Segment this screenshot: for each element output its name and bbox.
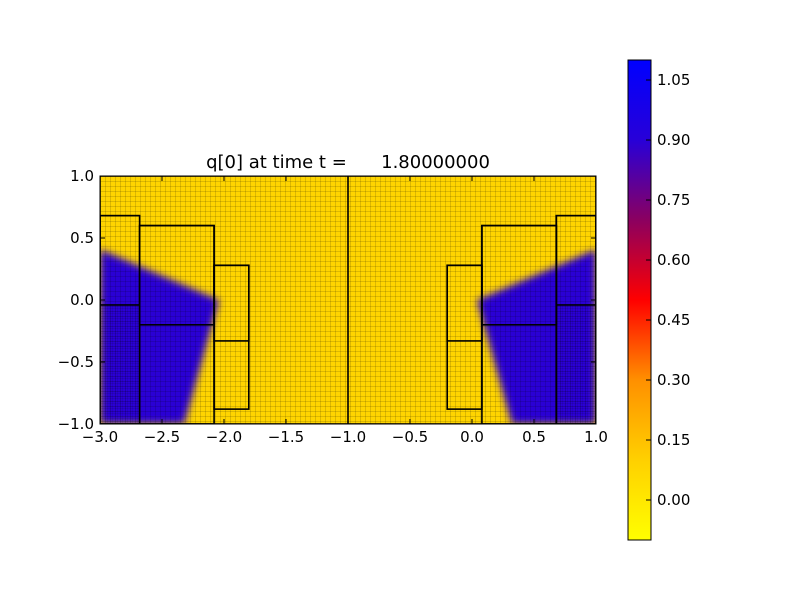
x-tick-label-7: 0.5 [522,428,546,446]
amr-patch-boundaries [100,176,596,424]
x-tick-label-2: −2.0 [206,428,242,446]
x-tick-label-6: 0.0 [460,428,484,446]
y-tick-label-0: 1.0 [70,167,94,185]
colorbar-tick-label-1: 0.90 [657,131,690,149]
y-tick-label-2: 0.0 [70,291,94,309]
colorbar-tick-label-7: 0.00 [657,491,690,509]
plot-area [100,176,596,424]
x-tick-label-3: −1.5 [268,428,304,446]
colorbar-tick-label-0: 1.05 [657,71,690,89]
colorbar-tick-label-4: 0.45 [657,311,690,329]
x-axis: −3.0 −2.5 −2.0 −1.5 −1.0 −0.5 0.0 0.5 1.0 [82,176,608,446]
y-tick-label-4: −1.0 [58,415,94,433]
x-tick-label-4: −1.0 [330,428,366,446]
x-tick-label-8: 1.0 [584,428,608,446]
y-axis: 1.0 0.5 0.0 −0.5 −1.0 [58,167,596,433]
chart-title: q[0] at time t = 1.80000000 [206,152,490,173]
x-tick-label-1: −2.5 [144,428,180,446]
colorbar: 1.05 0.90 0.75 0.60 0.45 0.30 0.15 0.00 [627,59,690,541]
refined-area-1 [556,304,596,424]
colorbar-tick-label-5: 0.30 [657,371,690,389]
x-tick-label-0: −3.0 [82,428,118,446]
refined-mesh-areas [100,304,596,424]
patch-outline-7 [213,264,250,342]
colorbar-tick-label-3: 0.60 [657,251,690,269]
refined-area-0 [100,304,140,424]
colorbar-body [627,59,652,541]
patch-outline-13 [555,214,596,306]
y-tick-label-3: −0.5 [58,353,94,371]
colorbar-tick-label-2: 0.75 [657,191,690,209]
x-tick-label-5: −0.5 [392,428,428,446]
colorbar-tick-label-6: 0.15 [657,431,690,449]
colorbar-ticks: 1.05 0.90 0.75 0.60 0.45 0.30 0.15 0.00 [646,71,690,509]
y-tick-label-1: 0.5 [70,229,94,247]
